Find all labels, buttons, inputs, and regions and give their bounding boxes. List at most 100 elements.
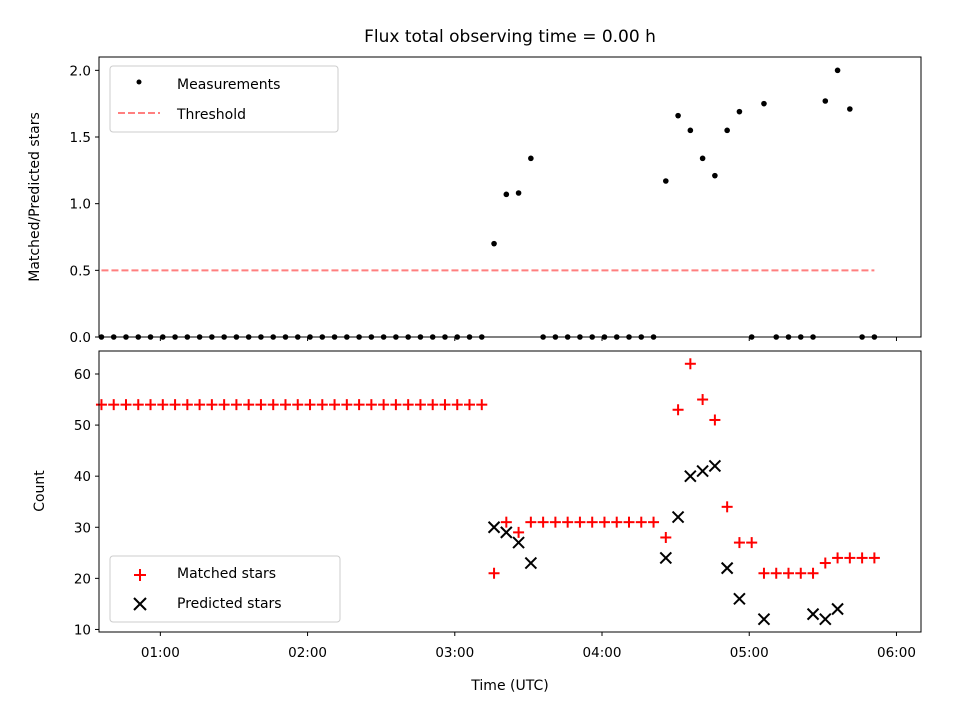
matched-star-point <box>574 516 586 528</box>
chart-title: Flux total observing time = 0.00 h <box>364 27 656 47</box>
predicted-star-point <box>659 551 673 565</box>
matched-star-point <box>292 399 304 411</box>
legend-measurements-label: Measurements <box>177 77 280 93</box>
ratio-plot: 0.00.51.01.52.0 Matched/Predicted stars … <box>27 56 922 346</box>
matched-star-point <box>586 516 598 528</box>
matched-star-point <box>782 567 794 579</box>
x-axis-label: Time (UTC) <box>470 678 548 694</box>
matched-star-point <box>672 404 684 416</box>
matched-star-point <box>660 531 672 543</box>
measurement-point <box>528 155 534 162</box>
matched-star-point <box>451 399 463 411</box>
matched-star-point <box>488 567 500 579</box>
count-y-tick-label: 10 <box>74 622 91 638</box>
matched-star-point <box>218 399 230 411</box>
ratio-y-tick-label: 1.0 <box>70 197 91 213</box>
matched-star-point <box>598 516 610 528</box>
matched-star-point <box>255 399 267 411</box>
matched-star-point <box>427 399 439 411</box>
matched-star-point <box>623 516 635 528</box>
measurement-point <box>515 190 522 196</box>
measurement-point <box>822 98 829 104</box>
ratio-y-tick-label: 2.0 <box>70 63 91 79</box>
count-plot-frame <box>98 350 922 633</box>
matched-star-point <box>120 399 132 411</box>
legend-threshold-label: Threshold <box>176 107 246 123</box>
predicted-star-point <box>819 613 832 626</box>
matched-star-point <box>770 567 782 579</box>
matched-star-point <box>758 567 770 579</box>
measurement-point <box>847 106 853 112</box>
matched-star-point <box>95 399 107 411</box>
ratio-legend: Measurements Threshold <box>109 65 339 133</box>
matched-star-point <box>390 399 402 411</box>
x-tick-label: 02:00 <box>288 645 327 661</box>
ratio-plot-frame <box>98 56 922 338</box>
matched-star-point <box>684 358 696 370</box>
matched-star-point <box>500 516 512 528</box>
matched-star-point <box>378 399 390 411</box>
measurement-point <box>712 172 718 179</box>
matched-star-point <box>194 399 206 411</box>
predicted-star-point <box>720 561 734 575</box>
count-plot: 10 20 30 40 50 60 01:00 02:00 03:00 04:00 05:00 06… <box>32 350 922 694</box>
matched-star-point <box>267 399 279 411</box>
matched-star-point <box>795 567 807 579</box>
matched-star-point <box>648 516 660 528</box>
predicted-star-point <box>487 521 501 534</box>
matched-star-point <box>807 567 819 579</box>
measurement-point <box>491 240 497 247</box>
matched-star-point <box>230 399 242 411</box>
matched-star-point <box>132 399 144 411</box>
matched-star-point <box>206 399 218 411</box>
matched-star-point <box>832 552 844 564</box>
count-y-tick-label: 30 <box>74 520 91 536</box>
matched-star-point <box>108 399 120 411</box>
measurement-point <box>675 112 681 119</box>
count-legend-box <box>109 555 341 623</box>
x-tick-label: 05:00 <box>730 645 769 661</box>
matched-star-point <box>181 399 193 411</box>
legend-matched-marker <box>134 569 146 581</box>
matched-star-point <box>243 399 255 411</box>
matched-star-point <box>635 516 647 528</box>
predicted-star-point <box>684 469 697 483</box>
x-tick-label: 03:00 <box>435 645 474 661</box>
count-legend: Matched stars Predicted stars <box>109 555 341 623</box>
predicted-star-point <box>696 464 709 478</box>
matched-star-point <box>316 399 328 411</box>
predicted-star-point <box>500 526 513 539</box>
ratio-y-tick-label: 1.5 <box>70 130 91 146</box>
count-x-ticks: 01:00 02:00 03:00 04:00 05:00 06:00 <box>141 632 916 661</box>
matched-star-point <box>721 501 733 513</box>
predicted-star-point <box>512 536 525 549</box>
x-tick-label: 04:00 <box>583 645 622 661</box>
legend-matched-label: Matched stars <box>177 566 276 582</box>
x-tick-label: 01:00 <box>141 645 180 661</box>
matched-star-point <box>414 399 426 411</box>
matched-star-point <box>439 399 451 411</box>
matched-star-point <box>341 399 353 411</box>
matched-star-point <box>513 526 525 538</box>
ratio-y-tick-label: 0.0 <box>70 330 91 346</box>
count-y-tick-label: 40 <box>74 469 91 485</box>
matched-star-point <box>145 399 157 411</box>
predicted-star-point <box>733 592 746 605</box>
matched-star-point <box>819 557 831 569</box>
measurement-point <box>724 127 730 134</box>
matched-star-point <box>611 516 623 528</box>
matched-star-point <box>868 552 880 564</box>
matched-star-point <box>157 399 169 411</box>
measurement-point <box>503 191 510 198</box>
ratio-y-tick-label: 0.5 <box>70 263 91 279</box>
matched-star-point <box>746 537 758 549</box>
measurement-point <box>687 127 694 134</box>
matched-star-point <box>697 394 709 406</box>
matched-star-point <box>353 399 365 411</box>
ratio-x-ticks <box>159 337 897 341</box>
predicted-star-point <box>708 459 722 473</box>
ratio-legend-box <box>109 65 339 133</box>
count-y-axis-label: Count <box>32 470 48 512</box>
matched-star-point <box>537 516 549 528</box>
